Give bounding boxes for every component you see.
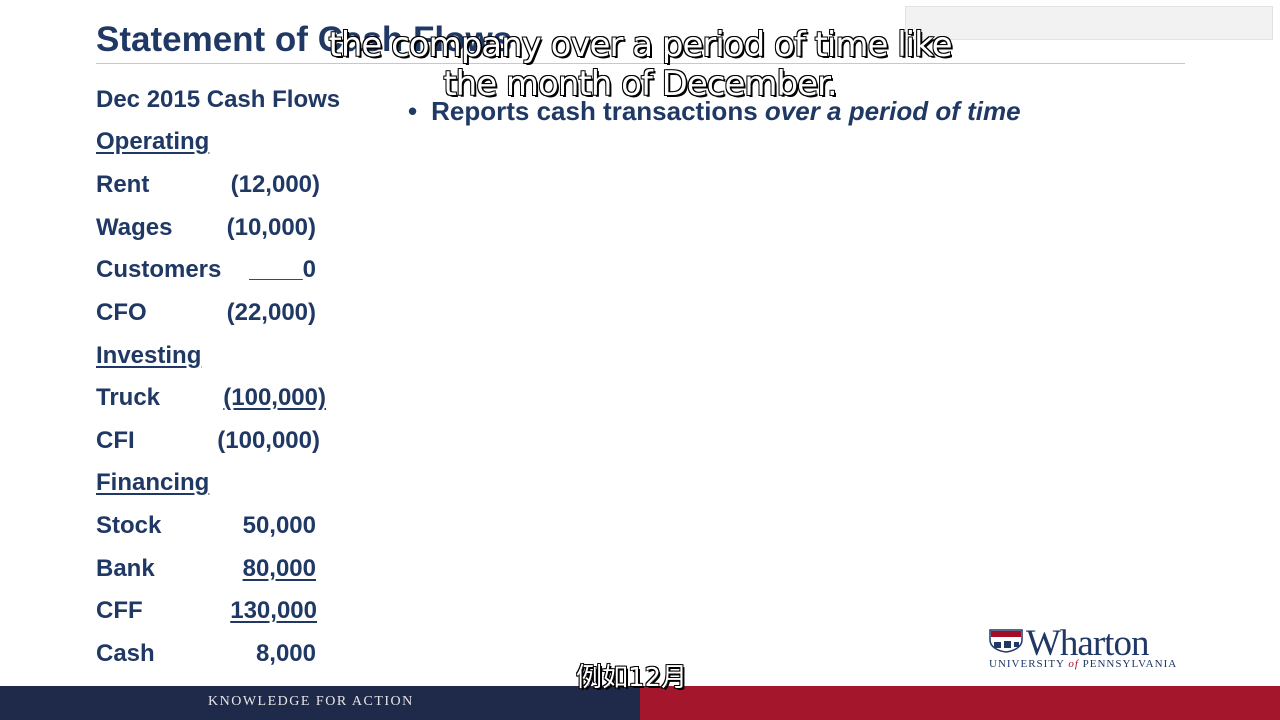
title-divider [96, 63, 1185, 64]
row-value: 50,000 [242, 512, 316, 539]
section-heading-operating: Operating [96, 128, 210, 155]
penn-shield-icon [989, 629, 1023, 653]
row-value: (22,000) [226, 299, 316, 326]
row-value: 80,000 [242, 555, 316, 582]
section-heading-investing: Investing [96, 342, 202, 369]
video-subtitle-english: the company over a period of time like t… [328, 25, 954, 105]
statement-row: CFO (22,000) [96, 299, 336, 333]
row-value: (12,000) [230, 171, 320, 198]
logo-sub-of: of [1068, 658, 1079, 670]
statement-row: CFF 130,000 [96, 597, 336, 631]
logo-subtitle: UNIVERSITY of PENNSYLVANIA [989, 658, 1177, 670]
row-label: Cash [96, 640, 155, 667]
statement-row: Stock 50,000 [96, 512, 336, 546]
top-right-box [905, 6, 1273, 40]
footer-blue-bar [0, 686, 640, 720]
row-label: Customers [96, 256, 222, 283]
row-label: Wages [96, 214, 173, 241]
statement-row: Rent (12,000) [96, 171, 336, 205]
bullet-text: Reports cash transactions [431, 96, 765, 126]
bullet-point: • Reports cash transactions over a period… [408, 96, 1021, 127]
row-value: (100,000) [217, 427, 320, 454]
video-subtitle-chinese: 例如12月 [575, 663, 688, 694]
period-heading: Dec 2015 Cash Flows [96, 86, 341, 113]
row-value: (10,000) [226, 214, 316, 241]
row-label: Bank [96, 555, 155, 582]
row-label: Truck [96, 384, 161, 411]
bullet-dot-icon: • [408, 96, 418, 126]
logo-sub-university: UNIVERSITY [989, 658, 1069, 670]
wharton-logo: Wharton UNIVERSITY of PENNSYLVANIA [988, 623, 1193, 673]
logo-wordmark: Wharton [1026, 623, 1149, 664]
section-heading-financing: Financing [96, 469, 210, 496]
row-label: CFF [96, 597, 143, 624]
row-value: (100,000) [223, 384, 326, 411]
footer-tagline: KNOWLEDGE FOR ACTION [208, 694, 414, 709]
statement-row: CFI (100,000) [96, 427, 336, 461]
slide-title: Statement of Cash Flows [96, 20, 513, 59]
row-value: 130,000 [230, 597, 317, 624]
row-value: ____0 [249, 256, 316, 283]
statement-row: Cash 8,000 [96, 640, 336, 674]
logo-sub-pennsylvania: PENNSYLVANIA [1078, 658, 1178, 670]
row-label: Stock [96, 512, 162, 539]
statement-row: Wages (10,000) [96, 214, 336, 248]
row-label: CFI [96, 427, 135, 454]
row-value: 8,000 [255, 640, 316, 667]
bullet-emphasis: over a period of time [764, 96, 1021, 126]
row-label: Rent [96, 171, 150, 198]
statement-row: Truck (100,000) [96, 384, 336, 418]
statement-row: Customers ____0 [96, 256, 336, 290]
footer-red-bar [640, 686, 1280, 720]
row-label: CFO [96, 299, 147, 326]
statement-row: Bank 80,000 [96, 555, 336, 589]
